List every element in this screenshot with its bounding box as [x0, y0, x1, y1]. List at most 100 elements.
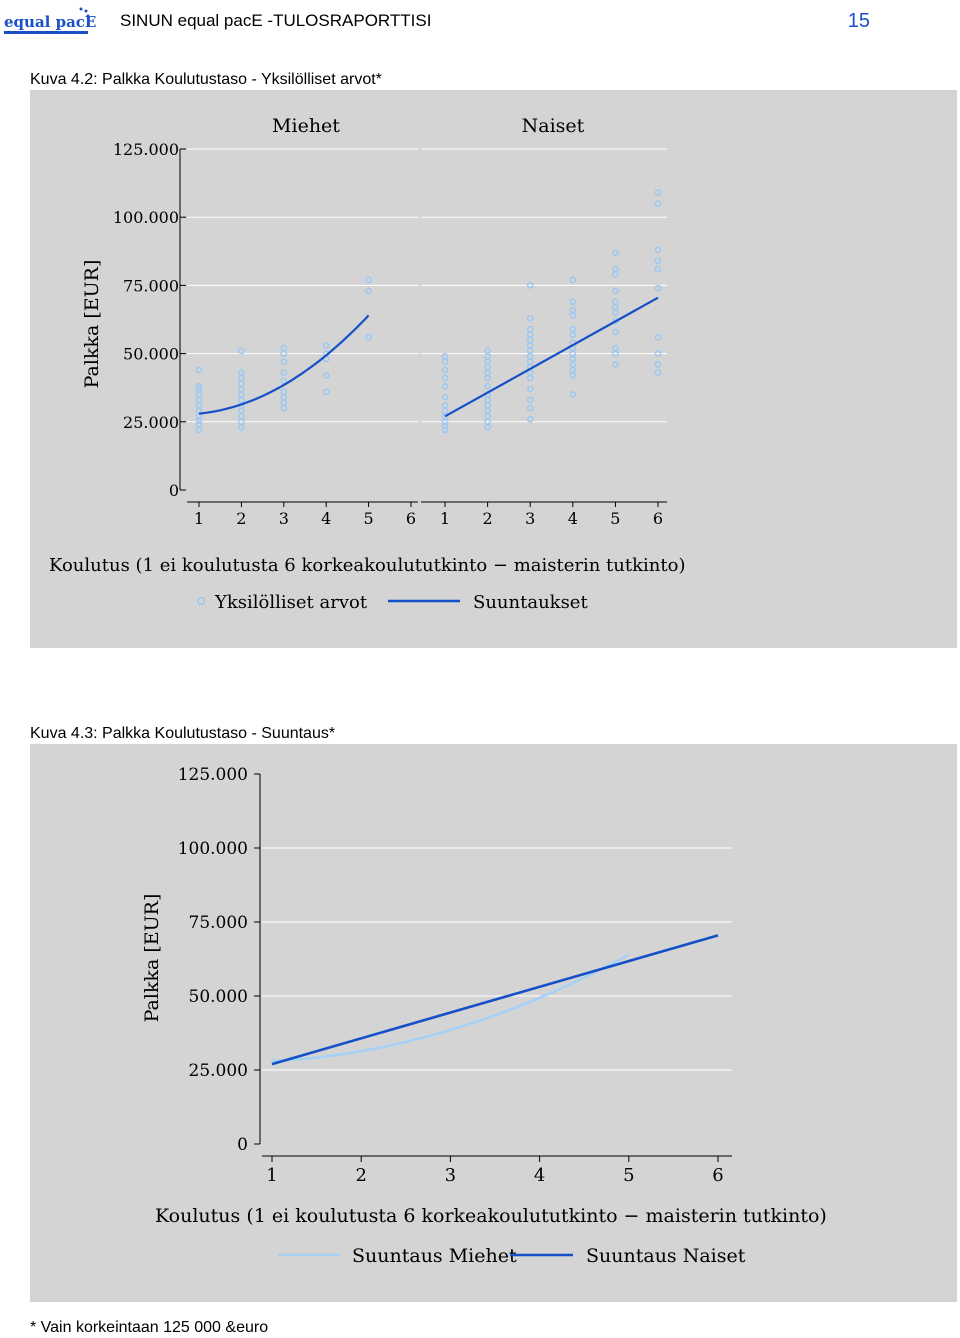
x-tick-label: 4 — [321, 509, 331, 528]
legend: Suuntaus Miehet Suuntaus Naiset — [278, 1245, 746, 1267]
y-tick-label: 0 — [169, 481, 179, 500]
data-point — [195, 396, 203, 404]
data-point — [484, 363, 491, 371]
data-point — [365, 287, 372, 295]
y-axis-label: Palkka [EUR] — [81, 260, 103, 389]
data-point — [526, 314, 534, 322]
axes — [179, 148, 667, 507]
data-point — [365, 333, 372, 341]
data-point — [526, 358, 534, 366]
y-tick-label: 75.000 — [123, 276, 179, 295]
y-tick-label: 125.000 — [113, 140, 179, 159]
data-point — [195, 402, 203, 409]
data-point — [238, 391, 245, 398]
data-point — [484, 369, 491, 377]
data-point — [238, 412, 245, 420]
data-point — [612, 344, 619, 352]
data-point — [526, 347, 534, 355]
data-point — [526, 404, 534, 412]
x-tick-label: 2 — [236, 509, 246, 528]
grid — [262, 847, 732, 1071]
data-point — [654, 361, 662, 368]
x-tick-label: 3 — [279, 509, 289, 528]
data-point — [612, 298, 619, 306]
report-title: SINUN equal pacE -TULOSRAPORTTISI — [120, 11, 432, 30]
data-point — [569, 306, 577, 314]
data-point — [526, 385, 534, 393]
y-tick-label: 100.000 — [113, 208, 179, 227]
logo-text: equal pacE — [4, 13, 96, 31]
panel-title-women: Naiset — [522, 115, 585, 137]
data-point — [569, 391, 577, 398]
data-point — [322, 388, 330, 396]
data-point — [441, 407, 449, 415]
data-point — [526, 352, 534, 360]
logo-stars-icon — [79, 7, 90, 18]
x-tick-label: 5 — [364, 509, 374, 528]
data-point — [238, 380, 245, 387]
legend-women-label: Suuntaus Naiset — [586, 1245, 746, 1267]
data-point — [654, 257, 662, 265]
data-point — [654, 350, 662, 357]
data-point — [484, 358, 491, 366]
data-point — [195, 412, 203, 420]
x-axis-label: Koulutus (1 ei koulutusta 6 korkeakoulut… — [155, 1205, 827, 1227]
scatter-chart: 0 25.000 50.000 75.000 100.000 125.000 1 2 3 4 5 6 1… — [49, 115, 685, 613]
data-point — [569, 276, 577, 284]
x-tick-label: 2 — [483, 509, 493, 528]
axes — [254, 773, 732, 1162]
y-tick-label: 50.000 — [189, 987, 248, 1007]
data-point — [195, 417, 203, 424]
data-point — [484, 412, 491, 420]
x-axis-label: Koulutus (1 ei koulutusta 6 korkeakoulut… — [49, 555, 685, 576]
data-point — [441, 382, 449, 390]
data-point — [569, 325, 577, 333]
x-tick-label: 6 — [712, 1165, 723, 1186]
data-point — [280, 393, 288, 401]
x-tick-label: 1 — [266, 1165, 277, 1186]
trend-line-women — [444, 296, 659, 418]
data-point — [238, 407, 245, 415]
data-point — [612, 271, 619, 278]
data-point — [484, 382, 491, 390]
data-point — [612, 328, 619, 336]
legend-point-marker — [196, 596, 206, 606]
data-point — [654, 200, 662, 207]
data-point — [526, 342, 534, 349]
x-tick-label: 6 — [406, 509, 416, 528]
equal-pace-logo: equal pacE — [4, 7, 96, 34]
legend-men-label: Suuntaus Miehet — [352, 1245, 517, 1267]
legend-points-label: Yksilölliset arvot — [214, 592, 368, 613]
data-point — [484, 423, 491, 431]
x-tick-label: 1 — [440, 509, 450, 528]
x-tick-label: 3 — [525, 509, 535, 528]
data-point — [612, 287, 619, 295]
data-point — [195, 366, 203, 374]
data-point — [526, 396, 534, 404]
legend-trend-label: Suuntaukset — [473, 592, 588, 613]
x-tick-label: 4 — [534, 1165, 545, 1186]
x-tick-label: 3 — [445, 1165, 456, 1186]
data-point — [654, 265, 662, 273]
data-point — [238, 369, 245, 377]
series-line-men — [271, 953, 630, 1063]
figure1-panel: 0 25.000 50.000 75.000 100.000 125.000 1 2 3 4 5 6 1… — [30, 90, 957, 648]
data-point — [322, 372, 330, 379]
data-point — [441, 374, 449, 382]
data-point — [612, 265, 619, 273]
data-point — [612, 361, 619, 368]
legend: Yksilölliset arvot Suuntaukset — [196, 592, 588, 613]
y-tick-label: 100.000 — [178, 839, 248, 859]
data-point — [280, 344, 288, 352]
data-point — [612, 249, 619, 257]
figure1-caption: Kuva 4.2: Palkka Koulutustaso - Yksilöll… — [30, 71, 382, 88]
data-point — [280, 350, 288, 357]
footnote: * Vain korkeintaan 125 000 &euro — [30, 1319, 269, 1336]
x-tick-label: 1 — [194, 509, 204, 528]
data-point — [280, 404, 288, 412]
x-tick-label: 2 — [355, 1165, 366, 1186]
trend-line-men — [198, 314, 370, 415]
x-tick-label: 5 — [623, 1165, 634, 1186]
data-point — [526, 336, 534, 344]
data-point — [238, 347, 245, 355]
